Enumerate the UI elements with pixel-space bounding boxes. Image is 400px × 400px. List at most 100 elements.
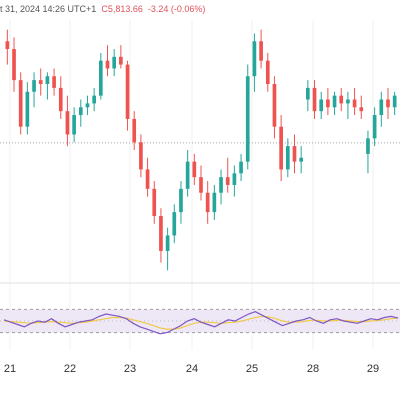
rsi-line [3,311,399,335]
candle-body [225,177,230,185]
candle-body [159,216,163,251]
candle [179,181,183,224]
candle-body [125,64,130,119]
candle-body [92,95,96,104]
candle-body [386,99,390,108]
candle-body [285,146,290,170]
candle-body [232,173,237,185]
candle [319,91,324,119]
candle-body [139,142,143,170]
candle [85,95,90,116]
candle-body [145,169,150,189]
header-datetime: t 31, 2024 14:26 UTC+1 [0,4,97,14]
candle [52,68,56,96]
candle [32,72,36,108]
candle [265,52,270,92]
candle [252,33,257,92]
candle-body [339,95,344,104]
candle-body [78,107,83,116]
candle [119,45,123,69]
candle [212,184,217,220]
candle-body [45,76,50,84]
candle [359,95,364,119]
candle [172,204,177,244]
candle [346,91,350,119]
candle-body [32,80,36,92]
candle [58,76,63,119]
x-tick-label: 28 [307,363,319,375]
grid-lines [9,20,374,350]
candle [125,60,130,131]
candle [312,80,317,119]
candle [98,52,103,100]
candle [352,87,357,116]
x-axis-tick-labels: 21 22 23 24 25 28 29 [4,363,379,375]
candle [139,134,143,178]
candle [392,91,397,116]
candle [292,134,297,174]
candle-body [199,177,203,193]
candle [105,45,110,77]
candle-body [132,118,137,143]
candle-body [265,60,270,84]
candle-body [38,80,43,84]
candle-body [192,161,197,178]
x-tick-label: 23 [124,363,136,375]
candle-body [212,192,217,213]
candle [232,165,237,197]
header-close: C5,813.66 [101,4,143,14]
candle [259,29,263,69]
candle [225,157,230,193]
candle-body [299,157,304,162]
candle [219,169,223,205]
candle [332,91,337,116]
candlestick-series [5,29,397,271]
candle-body [12,49,16,81]
candle [366,130,370,174]
candle [45,72,50,100]
candle [152,181,157,224]
candle-body [379,99,384,116]
candle-body [5,41,10,50]
candle-body [272,83,277,127]
candle-body [359,107,364,112]
candle-body [279,126,283,170]
candle-body [185,161,190,189]
candle [185,150,190,197]
candle-body [319,99,324,112]
candle-body [105,60,110,69]
candle-body [179,188,183,213]
candle [299,146,304,174]
candle [245,64,250,170]
candle [339,87,344,112]
candle-body [346,99,350,104]
candle [165,227,170,271]
candle [285,138,290,178]
candle-body [245,76,250,162]
candle [12,37,16,92]
candle-body [25,91,30,127]
candle [38,68,43,96]
candle-body [219,177,223,193]
candle [306,80,310,112]
candle [205,181,210,224]
candle [159,208,163,263]
candle [25,82,30,135]
candle [132,111,137,150]
candle-body [332,95,337,108]
candle-body [306,87,310,100]
candle [78,99,83,127]
candle-body [326,99,330,108]
candle-body [292,146,297,162]
candle [372,107,377,147]
header-change: -3.24 (-0.06%) [147,4,206,14]
x-tick-label: 25 [246,363,258,375]
candle [5,29,10,65]
candle [72,107,76,143]
candle [145,157,150,197]
candle-body [112,56,117,69]
candle-body [65,111,70,135]
candle-body [352,99,357,108]
candle-body [98,60,103,96]
